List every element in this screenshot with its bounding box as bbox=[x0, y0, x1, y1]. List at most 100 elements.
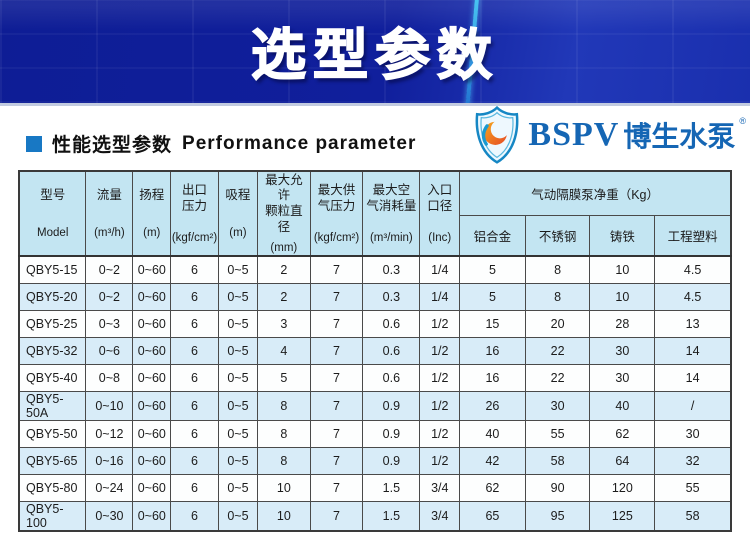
value-cell: 55 bbox=[524, 419, 591, 448]
value-cell: 0~5 bbox=[217, 390, 259, 421]
value-cell: 7 bbox=[309, 473, 364, 502]
col-header-model: 型号 Model bbox=[18, 170, 87, 257]
value-cell: 13 bbox=[654, 309, 732, 338]
value-cell: 5 bbox=[459, 255, 526, 284]
value-cell: 0~3 bbox=[85, 309, 134, 338]
value-cell: 95 bbox=[524, 500, 591, 531]
col-header-max-particle-diameter: 最大允许 颗粒直径 (mm) bbox=[257, 170, 311, 257]
value-cell: 0~60 bbox=[132, 282, 172, 311]
value-cell: 1/2 bbox=[419, 419, 461, 448]
table-row: QBY5-25 0~3 0~60 6 0~5 3 7 0.6 1/2 15 20 28 13 bbox=[18, 309, 732, 338]
value-cell: 8 bbox=[257, 419, 311, 448]
col-header-head: 扬程 (m) bbox=[132, 170, 172, 257]
value-cell: 7 bbox=[309, 282, 364, 311]
value-cell: 1/2 bbox=[419, 390, 461, 421]
value-cell: 0.9 bbox=[362, 446, 421, 475]
model-cell: QBY5-65 bbox=[18, 446, 87, 475]
value-cell: 8 bbox=[524, 255, 591, 284]
value-cell: 0.6 bbox=[362, 309, 421, 338]
value-cell: 3/4 bbox=[419, 500, 461, 531]
value-cell: 0~12 bbox=[85, 419, 134, 448]
value-cell: 6 bbox=[170, 336, 219, 365]
section-title-en: Performance parameter bbox=[182, 132, 417, 154]
value-cell: 90 bbox=[524, 473, 591, 502]
value-cell: 0.3 bbox=[362, 282, 421, 311]
value-cell: 6 bbox=[170, 473, 219, 502]
value-cell: 0~60 bbox=[132, 419, 172, 448]
value-cell: 58 bbox=[524, 446, 591, 475]
value-cell: 28 bbox=[589, 309, 656, 338]
value-cell: 5 bbox=[459, 282, 526, 311]
table-row: QBY5-80 0~24 0~60 6 0~5 10 7 1.5 3/4 62 90 120 55 bbox=[18, 473, 732, 502]
value-cell: 55 bbox=[654, 473, 732, 502]
table-row: QBY5-50 0~12 0~60 6 0~5 8 7 0.9 1/2 40 55 62 30 bbox=[18, 419, 732, 448]
value-cell: 3/4 bbox=[419, 473, 461, 502]
value-cell: 1.5 bbox=[362, 500, 421, 531]
value-cell: 0~24 bbox=[85, 473, 134, 502]
value-cell: 0~2 bbox=[85, 282, 134, 311]
value-cell: 125 bbox=[589, 500, 656, 531]
value-cell: 10 bbox=[257, 473, 311, 502]
spec-table-body: QBY5-15 0~2 0~60 6 0~5 2 7 0.3 1/4 5 8 10 4.5 QBY5-20… bbox=[18, 255, 732, 531]
value-cell: 0~60 bbox=[132, 473, 172, 502]
value-cell: 2 bbox=[257, 282, 311, 311]
value-cell: 20 bbox=[524, 309, 591, 338]
value-cell: 2 bbox=[257, 255, 311, 284]
value-cell: 120 bbox=[589, 473, 656, 502]
value-cell: / bbox=[654, 390, 732, 421]
value-cell: 1/2 bbox=[419, 309, 461, 338]
value-cell: 22 bbox=[524, 336, 591, 365]
value-cell: 4 bbox=[257, 336, 311, 365]
value-cell: 0~60 bbox=[132, 363, 172, 392]
value-cell: 6 bbox=[170, 309, 219, 338]
table-row: QBY5-40 0~8 0~60 6 0~5 5 7 0.6 1/2 16 22 30 14 bbox=[18, 363, 732, 392]
col-header-max-air-consumption: 最大空 气消耗量 (m³/min) bbox=[362, 170, 421, 257]
value-cell: 7 bbox=[309, 446, 364, 475]
value-cell: 0~60 bbox=[132, 390, 172, 421]
table-row: QBY5-15 0~2 0~60 6 0~5 2 7 0.3 1/4 5 8 10 4.5 bbox=[18, 255, 732, 284]
value-cell: 62 bbox=[589, 419, 656, 448]
value-cell: 0~5 bbox=[217, 336, 259, 365]
value-cell: 3 bbox=[257, 309, 311, 338]
value-cell: 0~60 bbox=[132, 309, 172, 338]
value-cell: 8 bbox=[257, 390, 311, 421]
col-header-stainless-steel: 不锈钢 bbox=[524, 214, 591, 257]
value-cell: 16 bbox=[459, 363, 526, 392]
col-header-suction-lift: 吸程 (m) bbox=[217, 170, 259, 257]
value-cell: 0.6 bbox=[362, 363, 421, 392]
value-cell: 1/4 bbox=[419, 255, 461, 284]
value-cell: 0~5 bbox=[217, 473, 259, 502]
performance-parameter-table: 型号 Model 流量 (m³/h) 扬程 (m) 出口 压力 (kgf/cm²) 吸程… bbox=[18, 170, 732, 532]
value-cell: 22 bbox=[524, 363, 591, 392]
table-row: QBY5-32 0~6 0~60 6 0~5 4 7 0.6 1/2 16 22 30 14 bbox=[18, 336, 732, 365]
value-cell: 0~5 bbox=[217, 309, 259, 338]
value-cell: 4.5 bbox=[654, 282, 732, 311]
table-row: QBY5-100 0~30 0~60 6 0~5 10 7 1.5 3/4 65 95 125 58 bbox=[18, 500, 732, 531]
value-cell: 0~60 bbox=[132, 500, 172, 531]
model-cell: QBY5-25 bbox=[18, 309, 87, 338]
table-row: QBY5-65 0~16 0~60 6 0~5 8 7 0.9 1/2 42 58 64 32 bbox=[18, 446, 732, 475]
value-cell: 7 bbox=[309, 309, 364, 338]
value-cell: 30 bbox=[589, 363, 656, 392]
value-cell: 30 bbox=[654, 419, 732, 448]
value-cell: 7 bbox=[309, 419, 364, 448]
value-cell: 7 bbox=[309, 500, 364, 531]
value-cell: 65 bbox=[459, 500, 526, 531]
value-cell: 0~5 bbox=[217, 500, 259, 531]
value-cell: 58 bbox=[654, 500, 732, 531]
brand-name-zh: 博生水泵 bbox=[623, 121, 736, 152]
value-cell: 1/2 bbox=[419, 336, 461, 365]
value-cell: 10 bbox=[257, 500, 311, 531]
value-cell: 5 bbox=[257, 363, 311, 392]
value-cell: 0~60 bbox=[132, 255, 172, 284]
section-heading: 性能选型参数 Performance parameter bbox=[26, 130, 416, 157]
section-title-zh: 性能选型参数 bbox=[52, 135, 173, 156]
value-cell: 26 bbox=[459, 390, 526, 421]
value-cell: 0~16 bbox=[85, 446, 134, 475]
model-cell: QBY5-80 bbox=[18, 473, 87, 502]
value-cell: 1/4 bbox=[419, 282, 461, 311]
model-cell: QBY5-50A bbox=[18, 390, 87, 421]
banner-grid-decoration bbox=[0, 0, 750, 103]
col-header-flow: 流量 (m³/h) bbox=[85, 170, 134, 257]
brand-logo: BSPV 博生水泵 ® bbox=[470, 106, 746, 164]
